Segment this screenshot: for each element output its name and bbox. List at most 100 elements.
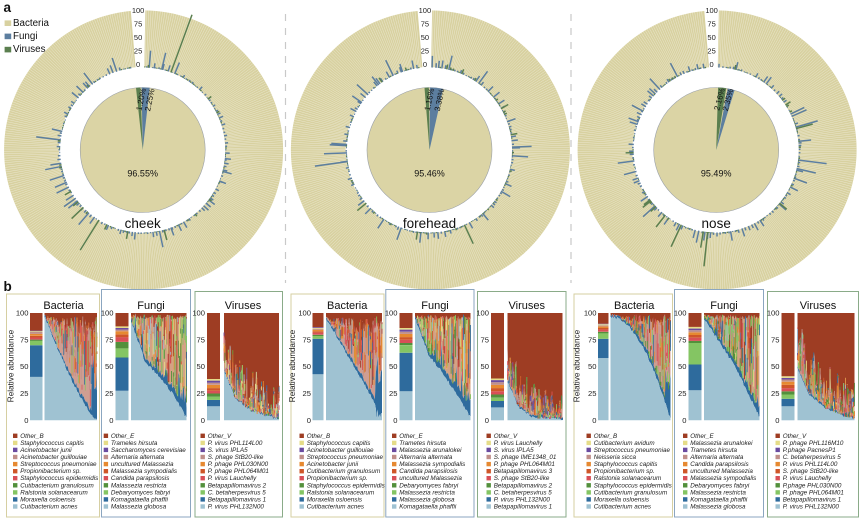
svg-text:50: 50 [389, 362, 397, 371]
svg-text:50: 50 [588, 362, 596, 371]
svg-text:0: 0 [136, 60, 140, 69]
svg-text:Other_V: Other_V [494, 433, 518, 440]
svg-text:50: 50 [20, 362, 28, 371]
svg-text:Bacteria: Bacteria [327, 300, 368, 312]
svg-text:P. phage PHL064M01: P. phage PHL064M01 [783, 489, 844, 496]
svg-text:50: 50 [771, 362, 779, 371]
svg-text:25: 25 [197, 389, 205, 398]
svg-text:25: 25 [20, 389, 28, 398]
svg-text:Bacteria: Bacteria [13, 18, 49, 29]
svg-text:25: 25 [588, 389, 596, 398]
svg-text:0: 0 [710, 60, 714, 69]
svg-text:25: 25 [303, 389, 311, 398]
svg-text:P. phage PHL030N00: P. phage PHL030N00 [208, 461, 269, 468]
svg-text:Betapapillomavirus 1: Betapapillomavirus 1 [494, 504, 552, 511]
svg-text:Ralstonia solanacearum: Ralstonia solanacearum [307, 489, 375, 496]
svg-text:S. phage StB20-like: S. phage StB20-like [783, 468, 839, 475]
svg-text:C. betaherpesvirus 5: C. betaherpesvirus 5 [208, 489, 267, 496]
svg-text:0: 0 [24, 416, 28, 425]
svg-text:P. virus Lauchelly: P. virus Lauchelly [783, 475, 832, 482]
svg-text:Moraxella osloensis: Moraxella osloensis [307, 496, 363, 503]
svg-text:C. betaherpesvirus 5: C. betaherpesvirus 5 [783, 454, 842, 461]
svg-text:75: 75 [771, 335, 779, 344]
svg-text:Malassezia sympodialis: Malassezia sympodialis [111, 468, 178, 475]
svg-text:Staphylococcus epidermidis: Staphylococcus epidermidis [594, 482, 673, 489]
svg-text:P. virus PHL114L00: P. virus PHL114L00 [783, 461, 838, 468]
svg-text:100: 100 [767, 309, 780, 318]
svg-text:Ralstonia solanacearum: Ralstonia solanacearum [594, 475, 662, 482]
svg-text:75: 75 [421, 20, 429, 29]
svg-text:75: 75 [134, 20, 142, 29]
svg-text:S. virus IPLA5: S. virus IPLA5 [494, 447, 534, 454]
svg-text:Trametes hirsuta: Trametes hirsuta [690, 447, 737, 454]
svg-text:P.phage PHL030N00: P.phage PHL030N00 [783, 482, 842, 489]
svg-text:25: 25 [105, 389, 113, 398]
svg-text:95.49%: 95.49% [701, 169, 732, 179]
svg-text:75: 75 [588, 335, 596, 344]
svg-text:Debaryomyces fabryi: Debaryomyces fabryi [111, 489, 171, 496]
svg-text:Candida parapsilosis: Candida parapsilosis [111, 475, 170, 482]
svg-text:S. virus IPLA5: S. virus IPLA5 [208, 447, 248, 454]
svg-text:50: 50 [303, 362, 311, 371]
svg-text:S. phage StB20-like: S. phage StB20-like [494, 475, 550, 482]
svg-text:Cutibacterium granulosum: Cutibacterium granulosum [594, 489, 668, 496]
svg-text:Debaryomyces fabryi: Debaryomyces fabryi [399, 482, 459, 489]
svg-text:75: 75 [105, 335, 113, 344]
svg-text:Staphylococcus epidermidis: Staphylococcus epidermidis [20, 475, 99, 482]
svg-text:Other_B: Other_B [20, 433, 43, 440]
svg-text:Betapapillomavirus 2: Betapapillomavirus 2 [494, 482, 553, 489]
svg-text:25: 25 [389, 389, 397, 398]
svg-text:25: 25 [771, 389, 779, 398]
svg-text:Candida parapsilosis: Candida parapsilosis [690, 461, 749, 468]
svg-text:Malassezia restricta: Malassezia restricta [690, 489, 746, 496]
svg-text:100: 100 [385, 309, 398, 318]
svg-text:50: 50 [105, 362, 113, 371]
svg-text:Other_V: Other_V [783, 433, 807, 440]
svg-text:Other_B: Other_B [307, 433, 330, 440]
svg-text:75: 75 [197, 335, 205, 344]
svg-text:50: 50 [678, 362, 686, 371]
svg-text:Fungi: Fungi [137, 300, 165, 312]
svg-text:Acinetobacter guillouiae: Acinetobacter guillouiae [19, 454, 87, 461]
svg-text:Malassezia globosa: Malassezia globosa [690, 504, 746, 511]
svg-text:Staphylococcus capitis: Staphylococcus capitis [307, 440, 372, 447]
svg-text:P. virus PHL132N00: P. virus PHL132N00 [494, 496, 551, 503]
svg-text:Viruses: Viruses [13, 44, 46, 55]
svg-text:Alternaria alternata: Alternaria alternata [689, 454, 744, 461]
svg-text:C. betaherpesvirus 5: C. betaherpesvirus 5 [494, 489, 553, 496]
svg-text:Viruses: Viruses [509, 300, 546, 312]
svg-text:Malassezia sympodialis: Malassezia sympodialis [399, 461, 466, 468]
svg-text:100: 100 [705, 6, 718, 15]
svg-text:100: 100 [16, 309, 29, 318]
svg-text:Candida parapsilosis: Candida parapsilosis [399, 468, 458, 475]
svg-text:0: 0 [307, 416, 311, 425]
svg-text:S. phage IME1348_01: S. phage IME1348_01 [494, 454, 557, 461]
svg-text:Other_V: Other_V [208, 433, 232, 440]
svg-text:Cutibacterium avidum: Cutibacterium avidum [594, 440, 655, 447]
svg-text:0: 0 [775, 416, 779, 425]
svg-text:Ralstonia solanacearum: Ralstonia solanacearum [20, 489, 88, 496]
svg-text:Cutibacterium granulosum: Cutibacterium granulosum [20, 482, 94, 489]
svg-text:Fungi: Fungi [421, 300, 449, 312]
svg-text:100: 100 [298, 309, 311, 318]
svg-text:Bacteria: Bacteria [43, 300, 84, 312]
svg-text:Moraxella osloensis: Moraxella osloensis [594, 496, 650, 503]
svg-text:uncultured Malassezia: uncultured Malassezia [399, 475, 462, 482]
svg-text:25: 25 [134, 47, 142, 56]
svg-text:0: 0 [592, 416, 596, 425]
svg-text:Viruses: Viruses [800, 300, 837, 312]
svg-text:25: 25 [678, 389, 686, 398]
svg-text:P. virus Lauchelly: P. virus Lauchelly [494, 440, 543, 447]
svg-text:0: 0 [201, 416, 205, 425]
svg-text:Propionibacterium sp.: Propionibacterium sp. [20, 468, 81, 475]
svg-text:P.phage PacnesP1: P.phage PacnesP1 [783, 447, 836, 454]
svg-text:P. virus Lauchelly: P. virus Lauchelly [208, 475, 257, 482]
svg-text:Debaryomyces fabryi: Debaryomyces fabryi [690, 482, 750, 489]
svg-text:Other_E: Other_E [690, 433, 714, 440]
svg-text:75: 75 [678, 335, 686, 344]
svg-text:Propionibacterium sp.: Propionibacterium sp. [594, 468, 655, 475]
svg-text:Saccharomyces cerevisiae: Saccharomyces cerevisiae [111, 447, 186, 454]
svg-text:P. virus PHL132N00: P. virus PHL132N00 [208, 504, 265, 511]
svg-text:Relative abundance: Relative abundance [288, 329, 297, 402]
svg-text:P. virus PHL114L00: P. virus PHL114L00 [208, 440, 263, 447]
